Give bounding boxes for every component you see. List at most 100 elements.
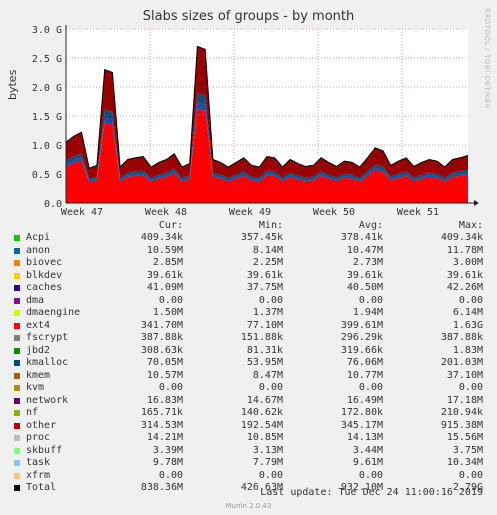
legend-swatch — [14, 322, 20, 329]
legend-min: 8.14M — [252, 244, 283, 256]
legend-row: network 16.83M 14.67M 16.49M 17.18M — [0, 395, 497, 407]
legend-row: dmaengine 1.50M 1.37M 1.94M 6.14M — [0, 307, 497, 319]
legend-avg: 40.50M — [346, 282, 383, 293]
legend-avg: 296.29k — [340, 332, 383, 343]
legend-max: 3.75M — [452, 444, 483, 456]
x-tick-label: Week 49 — [229, 207, 271, 218]
legend-max: 42.26M — [446, 282, 483, 293]
y-tick-label: 0.5 G — [32, 170, 62, 181]
legend-swatch — [14, 272, 20, 279]
legend-cur: 14.21M — [146, 432, 183, 443]
legend-row: Total 838.36M 426.63M 932.10M 2.79G — [0, 482, 497, 494]
legend-cur: 0.00 — [158, 469, 183, 481]
col-min: Min: — [258, 220, 283, 231]
series-ext4 — [66, 109, 468, 203]
legend-avg: 39.61k — [346, 269, 383, 281]
legend-max: 0.00 — [458, 294, 483, 306]
legend-max: 6.14M — [452, 307, 483, 318]
legend-cur: 41.09M — [146, 282, 183, 293]
legend-row: dma 0.00 0.00 0.00 0.00 — [0, 295, 497, 307]
legend-min: 151.88k — [240, 332, 283, 343]
legend-min: 426.63M — [240, 482, 283, 493]
legend-row: anon 10.59M 8.14M 10.47M 11.78M — [0, 245, 497, 257]
legend-name: task — [26, 457, 51, 468]
legend-swatch — [14, 285, 20, 291]
x-tick-label: Week 47 — [61, 207, 103, 218]
y-tick-label: 1.0 G — [32, 141, 62, 152]
legend-cur: 165.71k — [140, 407, 183, 418]
legend-swatch — [14, 335, 20, 341]
legend-cur: 341.70M — [140, 319, 183, 331]
legend-swatch — [14, 360, 20, 366]
legend-swatch — [14, 447, 20, 454]
x-tick-label: Week 48 — [145, 207, 187, 218]
legend-avg: 932.10M — [340, 482, 383, 493]
col-avg: Avg: — [358, 220, 383, 231]
legend-name: dmaengine — [26, 307, 81, 318]
legend-avg: 345.17M — [340, 419, 383, 431]
legend-min: 8.47M — [252, 369, 283, 381]
legend-avg: 3.44M — [352, 444, 383, 456]
legend-row: kvm 0.00 0.00 0.00 0.00 — [0, 382, 497, 394]
legend-max: 17.18M — [446, 394, 483, 406]
legend-cur: 314.53M — [140, 419, 183, 431]
legend-avg: 14.13M — [346, 432, 383, 443]
legend-avg: 0.00 — [358, 294, 383, 306]
axes: 0.0 0.5 G 1.0 G 1.5 G 2.0 G 2.5 G 3.0 G Week 47… — [32, 25, 479, 218]
legend-row: nf 165.71k 140.62k 172.80k 210.94k — [0, 407, 497, 419]
legend-row: jbd2 308.63k 81.31k 319.66k 1.83M — [0, 345, 497, 357]
legend-name: nf — [26, 407, 39, 418]
legend-avg: 9.61M — [352, 457, 383, 468]
legend-min: 10.85M — [246, 432, 283, 443]
legend-cur: 10.59M — [146, 244, 183, 256]
legend-min: 14.67M — [246, 394, 283, 406]
legend-name: kvm — [26, 382, 45, 393]
y-tick-label: 1.5 G — [32, 112, 62, 123]
legend-row: blkdev 39.61k 39.61k 39.61k 39.61k — [0, 270, 497, 282]
legend-max: 1.63G — [452, 319, 483, 331]
col-cur: Cur: — [158, 220, 183, 231]
legend-name: network — [26, 394, 69, 406]
legend-row: caches 41.09M 37.75M 40.50M 42.26M — [0, 282, 497, 294]
legend-row: Acpi 409.34k 357.45k 378.41k 409.34k — [0, 232, 497, 244]
legend-avg: 2.73M — [352, 257, 383, 268]
legend-cur: 1.50M — [152, 307, 183, 318]
legend-cur: 16.83M — [146, 394, 183, 406]
legend-swatch — [14, 422, 20, 429]
x-tick-label: Week 51 — [397, 207, 439, 218]
legend-cur: 2.85M — [152, 257, 183, 268]
legend-name: jbd2 — [26, 344, 51, 356]
legend-max: 10.34M — [446, 457, 483, 468]
legend-row: xfrm 0.00 0.00 0.00 0.00 — [0, 470, 497, 482]
legend-cur: 838.36M — [140, 482, 183, 493]
area-layers — [65, 45, 469, 203]
rrdtool-credit: RRDTOOL / TOBI OETIKER — [483, 8, 491, 110]
legend-name: xfrm — [26, 469, 51, 481]
legend-min: 0.00 — [258, 469, 283, 481]
legend-min: 81.31k — [246, 344, 283, 356]
munin-version: Munin 2.0.43 — [225, 502, 272, 510]
legend-avg: 0.00 — [358, 382, 383, 393]
legend-min: 1.37M — [252, 307, 283, 318]
legend-name: ext4 — [26, 319, 51, 331]
y-tick-label: 2.0 G — [32, 83, 62, 94]
legend-min: 0.00 — [258, 382, 283, 393]
legend-swatch — [14, 435, 20, 441]
legend-swatch — [14, 410, 20, 416]
legend-avg: 76.06M — [346, 357, 383, 368]
legend-row: other 314.53M 192.54M 345.17M 915.38M — [0, 420, 497, 432]
legend-name: Total — [26, 482, 57, 493]
legend-swatch — [14, 385, 20, 391]
legend-swatch — [14, 372, 20, 379]
y-tick-label: 2.5 G — [32, 54, 62, 65]
legend-max: 0.00 — [458, 469, 483, 481]
legend-avg: 16.49M — [346, 394, 383, 406]
legend-name: Acpi — [26, 232, 51, 243]
legend-avg: 1.94M — [352, 307, 383, 318]
legend-max: 11.78M — [446, 244, 483, 256]
legend-max: 39.61k — [446, 269, 483, 281]
legend-min: 3.13M — [252, 444, 283, 456]
legend-swatch — [14, 472, 20, 479]
legend-avg: 10.47M — [346, 244, 383, 256]
